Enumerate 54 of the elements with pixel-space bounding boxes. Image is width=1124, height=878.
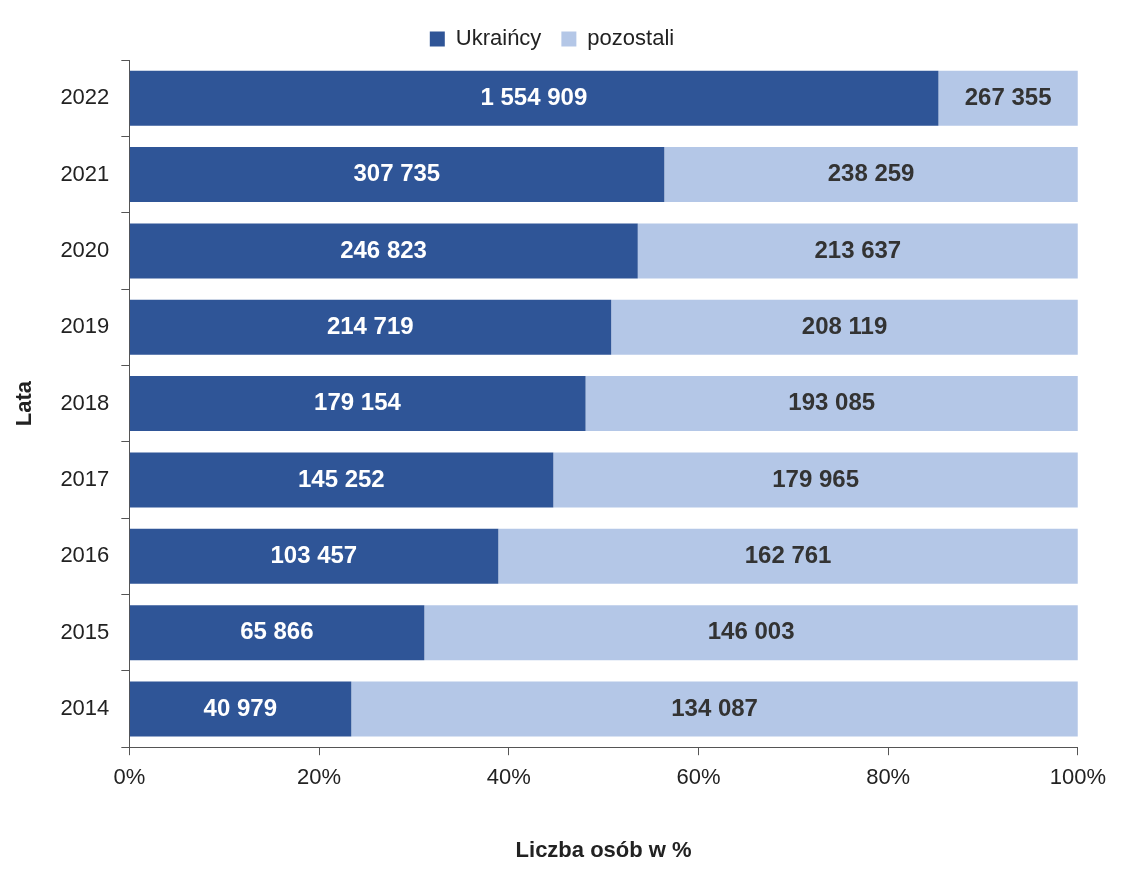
annotation: 193 085	[788, 388, 876, 416]
annotation: 65 866	[240, 617, 314, 645]
bar	[129, 70, 939, 126]
x-tick-label: 20%	[297, 764, 342, 790]
legend-label: pozostali	[587, 25, 675, 51]
bar	[637, 223, 1078, 279]
bar	[553, 452, 1078, 508]
bar	[129, 299, 612, 355]
x-tick-label: 0%	[113, 764, 146, 790]
annotation: 179 965	[772, 464, 859, 492]
y-axis-title: Lata	[11, 380, 37, 427]
annotation: 103 457	[270, 540, 358, 568]
x-tick-label: 60%	[676, 764, 721, 790]
annotation: 145 252	[297, 464, 385, 492]
annotation: 238 259	[827, 159, 915, 187]
y-tick-label: 2015	[60, 618, 110, 644]
y-tick-label: 2019	[60, 313, 110, 339]
annotation: 40 979	[203, 693, 278, 721]
annotation: 162 761	[744, 540, 832, 568]
bar	[424, 605, 1078, 661]
bar	[129, 528, 499, 584]
y-tick-label: 2020	[60, 236, 110, 262]
bar	[129, 147, 665, 203]
x-tick-label: 40%	[486, 764, 531, 790]
annotation: 246 823	[340, 235, 427, 263]
bar	[664, 147, 1078, 203]
y-tick-label: 2022	[60, 84, 110, 110]
y-tick-label: 2014	[60, 695, 110, 721]
annotation: 1 554 909	[480, 82, 588, 110]
bar	[129, 605, 425, 661]
y-tick-label: 2017	[60, 466, 110, 492]
annotation: 208 119	[801, 311, 888, 339]
bar	[585, 376, 1078, 432]
y-tick-label: 2018	[60, 389, 110, 415]
annotation: 267 355	[964, 82, 1052, 110]
y-tick-label: 2021	[60, 160, 110, 186]
x-tick-label: 80%	[866, 764, 911, 790]
bar	[611, 299, 1078, 355]
annotation: 134 087	[671, 693, 758, 721]
annotation: 307 735	[353, 159, 441, 187]
annotation: 213 637	[814, 235, 902, 263]
bar	[129, 223, 638, 279]
bar	[129, 452, 554, 508]
legend-label: Ukraińcy	[455, 25, 542, 51]
annotation: 179 154	[314, 388, 402, 416]
bar	[351, 681, 1078, 737]
bar	[129, 681, 352, 737]
x-axis-title: Liczba osób w %	[515, 836, 692, 862]
y-tick-label: 2016	[60, 542, 110, 568]
annotation: 146 003	[707, 617, 795, 645]
x-tick-label: 100%	[1049, 764, 1107, 790]
bar	[129, 376, 586, 432]
bar	[498, 528, 1078, 584]
annotation: 214 719	[326, 311, 414, 339]
